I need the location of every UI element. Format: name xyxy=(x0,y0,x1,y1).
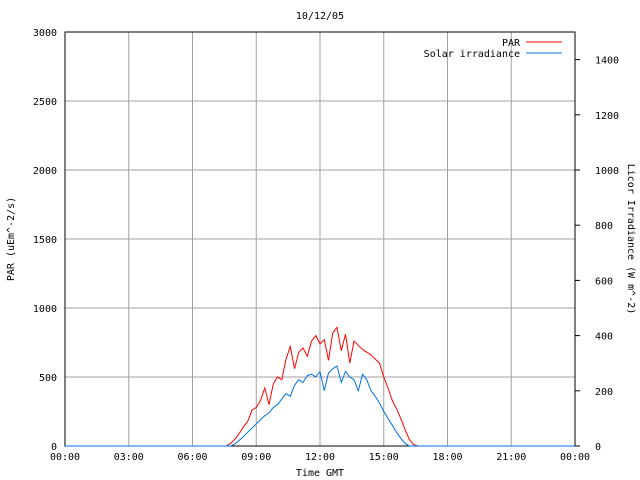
y2-tick-label: 0 xyxy=(595,442,601,453)
series-line-solar-irradiance xyxy=(65,365,575,447)
y-tick-label: 500 xyxy=(39,373,57,384)
y-tick-label: 0 xyxy=(51,442,57,453)
y-tick-label: 2000 xyxy=(33,166,57,177)
y2-tick-label: 1400 xyxy=(595,56,619,67)
series-line-par xyxy=(65,326,575,447)
x-tick-label: 12:00 xyxy=(305,452,335,463)
chart-title: 10/12/05 xyxy=(296,11,344,22)
y-axis-label: PAR (uEm^-2/s) xyxy=(6,197,17,281)
x-tick-label: 09:00 xyxy=(241,452,271,463)
series-lines xyxy=(65,326,575,447)
y2-tick-label: 200 xyxy=(595,387,613,398)
y-tick-label: 1000 xyxy=(33,304,57,315)
x-tick-label: 06:00 xyxy=(177,452,207,463)
legend-label-solar-irradiance: Solar irradiance xyxy=(424,49,520,60)
y2-axis-label: Licor Irradiance (W m^-2) xyxy=(625,164,636,315)
plot-frame xyxy=(64,31,576,447)
y2-tick-label: 1200 xyxy=(595,111,619,122)
y2-tick-label: 600 xyxy=(595,276,613,287)
x-tick-label: 00:00 xyxy=(560,452,590,463)
y2-ticks: 0 200 400 600 800 1000 1200 1400 xyxy=(575,56,619,453)
y-tick-label: 3000 xyxy=(33,28,57,39)
grid xyxy=(64,31,576,447)
legend-label-par: PAR xyxy=(502,38,521,49)
y2-tick-label: 800 xyxy=(595,221,613,232)
legend: PAR Solar irradiance xyxy=(424,38,562,60)
x-tick-label: 15:00 xyxy=(369,452,399,463)
x-tick-label: 03:00 xyxy=(114,452,144,463)
x-tick-label: 21:00 xyxy=(496,452,526,463)
x-ticks: 00:00 03:00 06:00 09:00 12:00 15:00 18:00 21:00… xyxy=(50,452,590,463)
y-tick-label: 1500 xyxy=(33,235,57,246)
y-ticks: 0 500 1000 1500 2000 2500 3000 xyxy=(33,28,57,453)
x-tick-label: 00:00 xyxy=(50,452,80,463)
y-tick-label: 2500 xyxy=(33,97,57,108)
x-tick-label: 18:00 xyxy=(432,452,462,463)
y2-tick-label: 400 xyxy=(595,332,613,343)
y2-tick-label: 1000 xyxy=(595,166,619,177)
x-axis-label: Time GMT xyxy=(296,468,344,479)
